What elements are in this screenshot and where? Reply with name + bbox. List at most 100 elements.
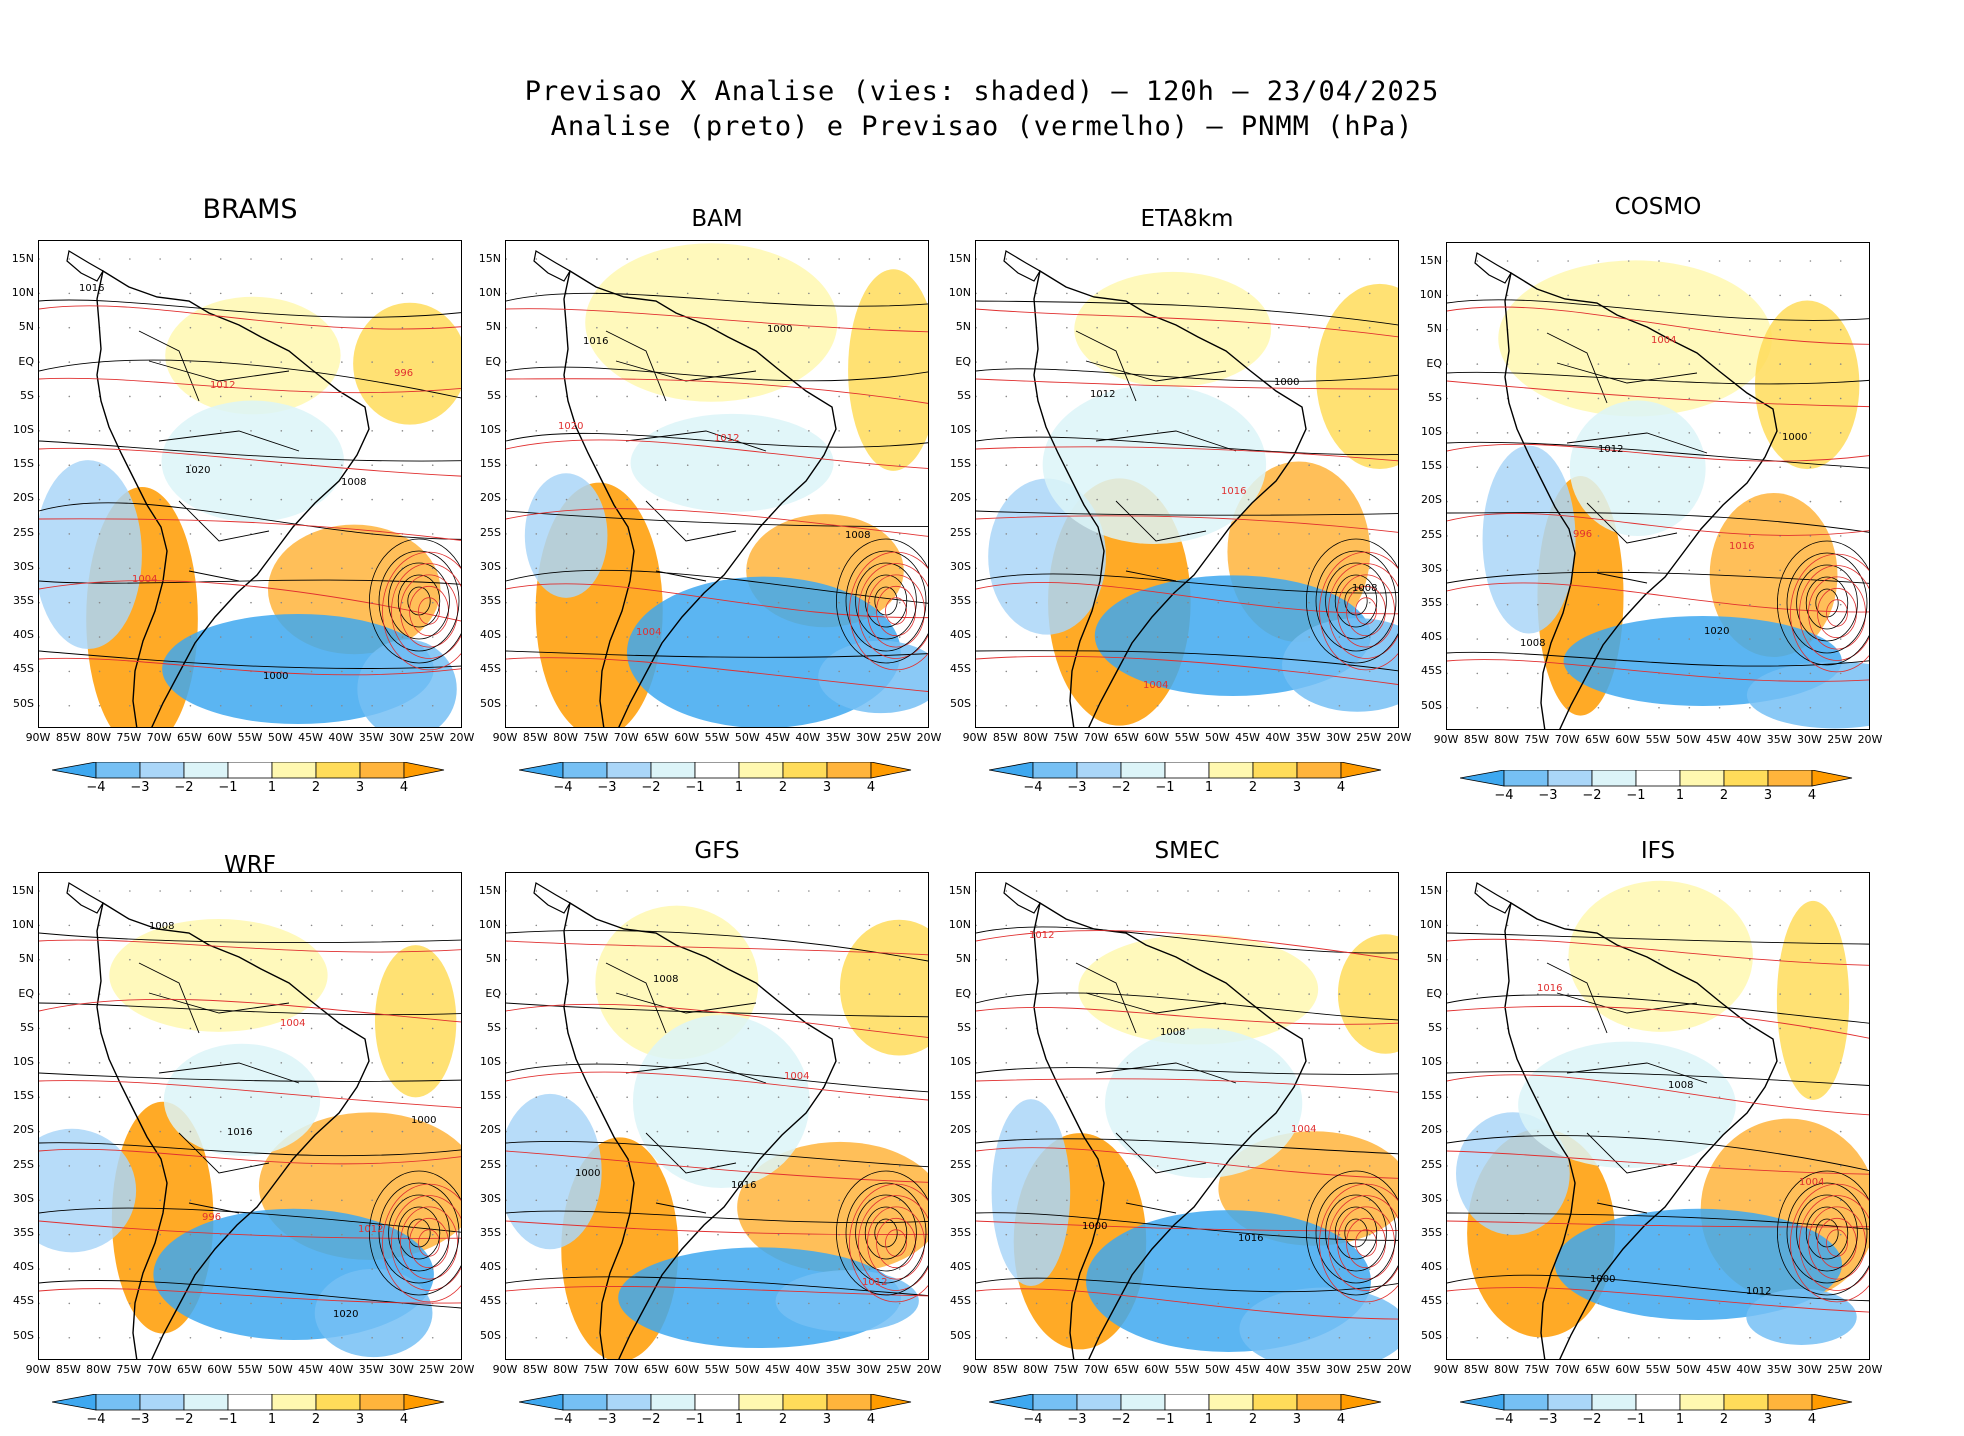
colorbar-tick-label: 3 (355, 1412, 365, 1427)
lat-tick-label: 45S (950, 662, 971, 676)
bias-shading (1498, 260, 1772, 417)
lat-tick-label: 50S (950, 1328, 971, 1342)
lat-tick-label: 15S (480, 1089, 501, 1103)
lon-tick-label: 70W (1554, 733, 1580, 746)
analysis-isobar (506, 366, 928, 382)
lon-tick-label: 25W (419, 731, 445, 744)
lon-tick-label: 40W (328, 1363, 354, 1376)
lat-tick-label: 15S (13, 457, 34, 471)
colorbar-tick-label: −1 (218, 780, 238, 795)
forecast-isobar (39, 1080, 461, 1109)
isobar-label: 1000 (1082, 1221, 1107, 1232)
bias-shading (165, 296, 341, 415)
figure-title-line1: Previsao X Analise (vies: shaded) – 120h… (524, 76, 1440, 107)
isobar-label: 1004 (132, 574, 157, 585)
bias-shading (991, 1099, 1071, 1287)
lat-tick-label: 50S (13, 696, 34, 710)
forecast-isobar (1447, 1150, 1869, 1175)
lat-tick-label: 10S (13, 423, 34, 436)
lat-tick-label: 50S (1421, 698, 1442, 712)
forecast-isobar (1447, 380, 1869, 408)
forecast-isobar (506, 657, 928, 692)
map-frame: 1016 1012 1008 1004 1000 (975, 872, 1399, 1360)
lon-tick-label: 75W (116, 731, 142, 744)
isobar-label: 1000 (411, 1115, 436, 1126)
lat-tick-label: 15S (1421, 1089, 1442, 1103)
colorbar-tick-label: 3 (1292, 780, 1302, 795)
forecast-isobar (39, 447, 461, 477)
colorbar-tick-label: −4 (553, 1412, 573, 1427)
analysis-isobar (39, 440, 461, 462)
lon-tick-label: 85W (55, 731, 81, 744)
lon-tick-label: 70W (1083, 1363, 1109, 1376)
analysis-isobar (506, 1210, 928, 1224)
colorbar-tick-label: 2 (1248, 1412, 1258, 1427)
colorbar-tick-label: −3 (1067, 1412, 1087, 1427)
forecast-isobar (39, 998, 461, 1023)
lat-tick-label: 35S (950, 594, 971, 607)
lon-tick-label: 50W (1675, 733, 1701, 746)
forecast-isobar (39, 305, 461, 330)
isobar-label: 1000 (1274, 377, 1299, 388)
bias-shading (1316, 283, 1398, 469)
lat-tick-label: 30S (1421, 561, 1442, 575)
isobar-label: 1012 (210, 380, 235, 391)
lon-tick-label: 80W (1023, 731, 1048, 744)
forecast-isobar (1447, 1074, 1869, 1116)
analysis-isobar (976, 573, 1398, 594)
lat-tick-label: 15N (478, 252, 501, 265)
coastline (1504, 271, 1778, 729)
colorbar-tick-label: −2 (174, 1412, 194, 1427)
analysis-isobar (39, 502, 461, 540)
analysis-isobar (976, 650, 1398, 672)
isobar-label: 1008 (149, 921, 174, 932)
lat-tick-label: 45S (13, 1294, 34, 1308)
colorbar-tick-label: 1 (1204, 1412, 1214, 1427)
bias-shading (818, 640, 928, 714)
colorbar-tick-label: −3 (130, 1412, 150, 1427)
bias-shading (1074, 271, 1272, 388)
colorbar-tick-label: −2 (174, 780, 194, 795)
lon-tick-label: 65W (1584, 1363, 1610, 1376)
panel-title: BAM (691, 206, 743, 232)
analysis-isobar (506, 1140, 928, 1168)
lat-tick-label: 5N (1426, 322, 1442, 336)
lat-tick-label: 45S (480, 662, 501, 676)
map-frame: 1016 1012 1008 1004 1000 (505, 872, 929, 1360)
lon-tick-label: 35W (358, 731, 384, 744)
lon-tick-label: 20W (916, 731, 942, 744)
lat-tick-label: 15N (948, 252, 971, 265)
lon-tick-label: 70W (613, 1363, 639, 1376)
lat-tick-label: 35S (1421, 596, 1442, 609)
bias-shading (1776, 900, 1850, 1100)
lat-tick-label: 5N (955, 320, 971, 334)
isobar-label: 1004 (636, 627, 661, 638)
lat-tick-label: EQ (1426, 986, 1442, 1000)
isobar-label: 1004 (1799, 1177, 1824, 1188)
colorbar-tick-label: −4 (86, 1412, 106, 1427)
bias-shading (839, 919, 928, 1056)
analysis-isobar (976, 1138, 1398, 1155)
lon-tick-label: 70W (146, 1363, 172, 1376)
analysis-isobar (39, 1142, 461, 1157)
bias-shading (1746, 661, 1869, 729)
analysis-isobar (39, 650, 461, 669)
isobar-label: 1020 (558, 421, 583, 432)
panel-title: IFS (1640, 838, 1676, 864)
isobar-label: 1012 (714, 433, 739, 444)
lon-tick-label: 45W (298, 731, 323, 744)
colorbar-tick-label: −1 (218, 1412, 238, 1427)
lon-tick-label: 85W (1463, 1363, 1489, 1376)
bias-shading (39, 1128, 137, 1253)
colorbar-tick-label: 2 (778, 780, 788, 795)
forecast-isobar (39, 1288, 461, 1304)
lon-tick-label: 65W (643, 1363, 669, 1376)
lat-tick-label: 35S (480, 1226, 501, 1239)
colorbar-tick-label: 4 (1336, 780, 1346, 795)
colorbar-tick-label: −2 (1111, 1412, 1131, 1427)
colorbar-tick-label: 1 (1204, 780, 1214, 795)
lat-tick-label: 5S (20, 1020, 34, 1034)
colorbar-tick-label: 4 (399, 780, 409, 795)
forecast-isobar (1447, 443, 1869, 462)
analysis-isobar (39, 1072, 461, 1082)
